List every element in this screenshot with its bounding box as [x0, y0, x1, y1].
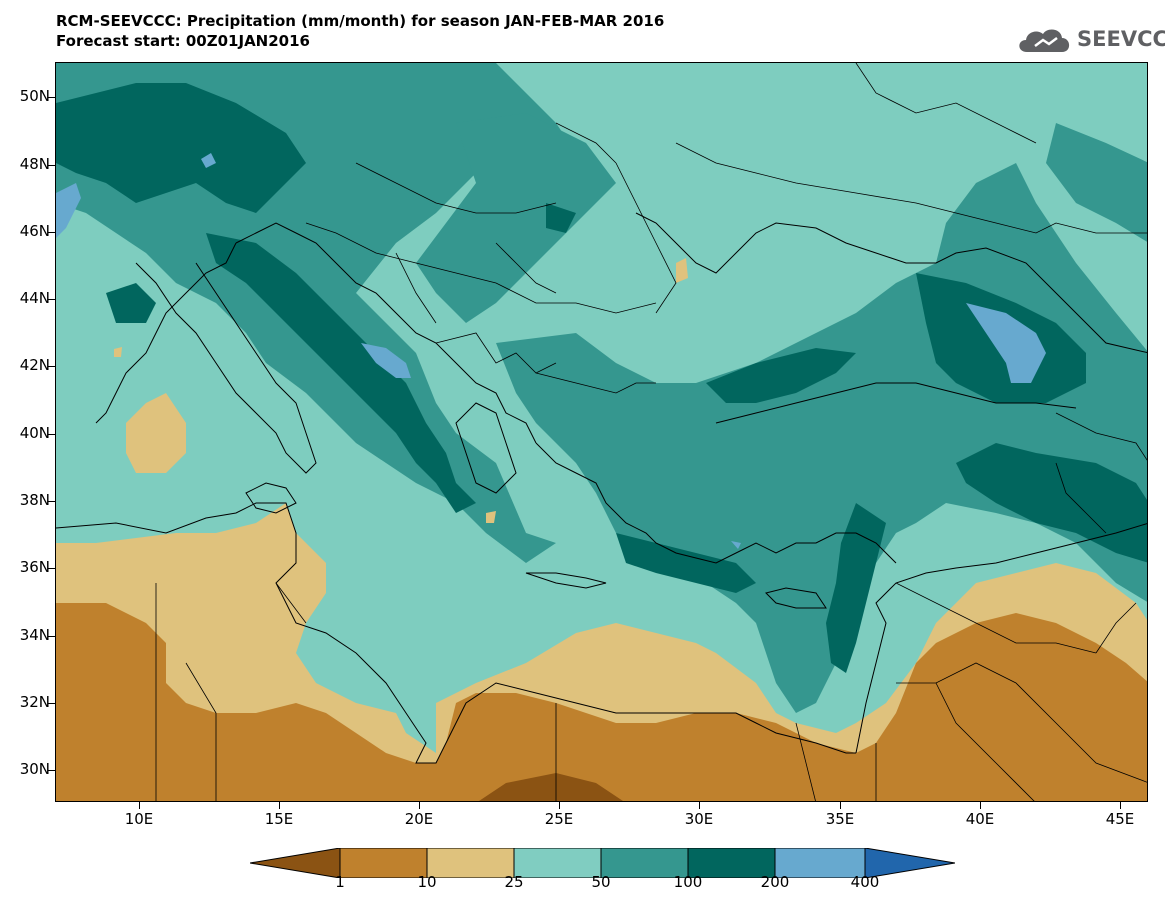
lon-tick: [419, 802, 420, 809]
coastlines: [56, 212, 1147, 764]
legend-swatch: [513, 847, 602, 879]
lat-label: 34N: [19, 626, 50, 644]
lon-label: 35E: [825, 810, 855, 828]
lat-label: 42N: [19, 356, 50, 374]
lat-tick: [48, 232, 55, 233]
lat-tick: [48, 636, 55, 637]
lon-label: 20E: [404, 810, 434, 828]
lon-tick: [980, 802, 981, 809]
seevccc-logo: SEEVCCC: [1015, 22, 1165, 58]
legend-swatch: [864, 847, 956, 879]
legend-label: 100: [673, 873, 703, 891]
cloud-icon: [1019, 29, 1070, 52]
lon-tick: [1120, 802, 1121, 809]
lat-label: 50N: [19, 87, 50, 105]
lat-label: 46N: [19, 222, 50, 240]
title-line-2: Forecast start: 00Z01JAN2016: [56, 32, 310, 50]
lat-label: 40N: [19, 424, 50, 442]
lat-tick: [48, 434, 55, 435]
lon-tick: [559, 802, 560, 809]
lat-tick: [48, 165, 55, 166]
precipitation-map[interactable]: [55, 62, 1148, 802]
legend-label: 1: [335, 873, 345, 891]
title-line-1: RCM-SEEVCCC: Precipitation (mm/month) fo…: [56, 12, 665, 30]
legend-label: 25: [504, 873, 524, 891]
lon-label: 25E: [544, 810, 574, 828]
lat-label: 32N: [19, 693, 50, 711]
contour-1-10: [56, 603, 1147, 801]
lat-label: 30N: [19, 760, 50, 778]
lon-tick: [840, 802, 841, 809]
lat-label: 44N: [19, 289, 50, 307]
lat-tick: [48, 703, 55, 704]
lon-tick: [139, 802, 140, 809]
lat-tick: [48, 366, 55, 367]
lat-tick: [48, 770, 55, 771]
legend-swatch: [774, 847, 866, 879]
contour-lt-1: [479, 773, 623, 801]
lat-label: 38N: [19, 491, 50, 509]
lon-tick: [699, 802, 700, 809]
logo-text: SEEVCCC: [1077, 27, 1165, 51]
lat-tick: [48, 568, 55, 569]
chart-title: RCM-SEEVCCC: Precipitation (mm/month) fo…: [56, 11, 664, 51]
lon-label: 15E: [264, 810, 294, 828]
legend-label: 200: [760, 873, 790, 891]
lon-label: 40E: [965, 810, 995, 828]
contour-100-200: [56, 83, 1147, 673]
legend-colorbar: [249, 847, 956, 879]
legend-label: 400: [850, 873, 880, 891]
map-canvas: [56, 63, 1147, 801]
lat-label: 48N: [19, 155, 50, 173]
contour-200-400: [56, 153, 1046, 549]
country-borders: [155, 63, 1147, 801]
legend-swatch: [600, 847, 689, 879]
legend-swatch: [426, 847, 515, 879]
lat-tick: [48, 501, 55, 502]
legend-label: 10: [417, 873, 437, 891]
lat-label: 36N: [19, 558, 50, 576]
lat-tick: [48, 299, 55, 300]
legend-label: 50: [591, 873, 611, 891]
lat-tick: [48, 97, 55, 98]
lon-tick: [279, 802, 280, 809]
lon-label: 10E: [124, 810, 154, 828]
lon-label: 45E: [1105, 810, 1135, 828]
lon-label: 30E: [684, 810, 714, 828]
